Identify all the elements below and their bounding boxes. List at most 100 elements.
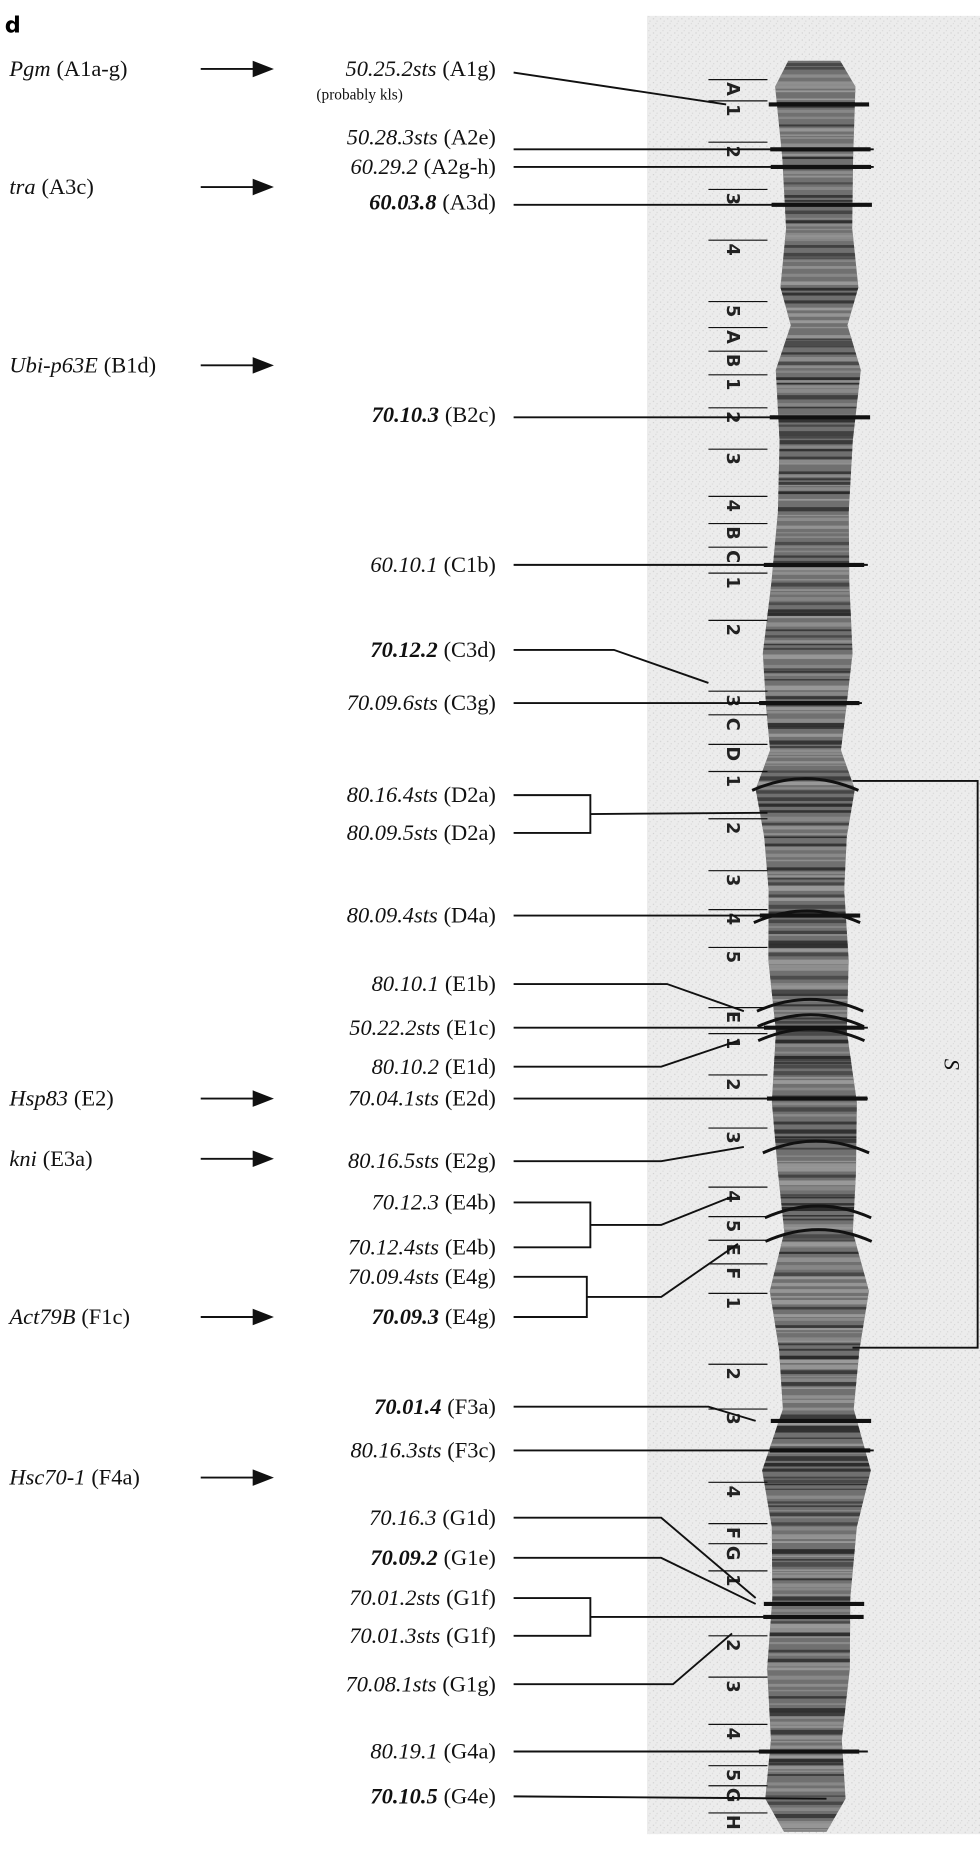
probe-label: 50.28.3sts(A2e) (347, 125, 496, 150)
probe-band: (G4a) (444, 1739, 496, 1764)
division-label: 2 (722, 1368, 742, 1380)
probe-label: 50.25.2sts(A1g) (345, 56, 495, 81)
probe-band: (A2e) (444, 125, 496, 150)
probe-label: 70.01.3sts(G1f) (349, 1623, 496, 1648)
probe-band: (E1c) (446, 1015, 496, 1040)
probe-name: 70.09.2 (370, 1545, 437, 1570)
probe-band: (E4g) (445, 1304, 496, 1329)
probe-band: (C3g) (444, 690, 496, 715)
division-label: C (722, 718, 742, 731)
division-label: E (722, 1244, 742, 1256)
probe-name: 70.01.3sts (349, 1623, 440, 1648)
probe-label: 50.22.2sts(E1c) (349, 1015, 496, 1040)
panel-label: d (5, 12, 21, 38)
division-label: 4 (722, 1728, 742, 1740)
probe-label: 60.03.8(A3d) (369, 189, 496, 214)
probe-leader (590, 813, 767, 814)
probe-label: 70.09.6sts(C3g) (347, 690, 496, 715)
probe-band: (G1f) (446, 1623, 496, 1648)
probe-name: 70.10.5 (370, 1783, 437, 1808)
division-label: 3 (722, 694, 742, 706)
division-label: 1 (722, 104, 742, 116)
probe-name: 70.09.4sts (348, 1264, 439, 1289)
probe-band: (A3d) (442, 189, 496, 214)
probe-label: 70.10.5 (G4e) (370, 1783, 495, 1808)
gene-label: kni (E3a) (9, 1146, 92, 1171)
probe-label: 70.04.1sts(E2d) (348, 1086, 496, 1111)
probe-band: (D2a) (444, 820, 496, 845)
probe-band: (E4g) (445, 1264, 496, 1289)
probe-bracket (514, 1277, 587, 1317)
division-label: 4 (722, 1190, 742, 1202)
gene-name: Hsc70-1 (8, 1465, 85, 1490)
probe-band: (G1f) (446, 1585, 496, 1610)
gene-label: Ubi-p63E(B1d) (9, 352, 156, 377)
division-label: 2 (722, 1639, 742, 1651)
probe-name: 50.22.2sts (349, 1015, 440, 1040)
probe-name: 70.10.3 (372, 402, 439, 427)
division-label: 1 (722, 378, 742, 390)
division-label: 2 (722, 624, 742, 636)
probe-name: 70.12.4sts (348, 1234, 439, 1259)
division-label: B (722, 526, 742, 539)
probe-label: 80.10.2(E1d) (372, 1054, 496, 1079)
gene-band: (E2) (74, 1086, 114, 1111)
probe-bracket (514, 1202, 591, 1247)
probe-band: (G1e) (444, 1545, 496, 1570)
probe-band: (G1d) (442, 1505, 496, 1530)
gene-band: (E3a) (43, 1146, 93, 1171)
division-label: 5 (722, 305, 742, 317)
probe-label: 70.01.2sts(G1f) (349, 1585, 496, 1610)
probe-label: 70.09.3(E4g) (372, 1304, 496, 1329)
probe-name: 70.09.3 (372, 1304, 439, 1329)
division-label: H (722, 1815, 742, 1830)
probe-label: 80.10.1(E1b) (372, 971, 496, 996)
probe-name: 60.10.1 (370, 552, 437, 577)
division-label: 5 (722, 1769, 742, 1781)
division-label: 5 (722, 951, 742, 963)
division-label: 5 (722, 1220, 742, 1232)
division-label: B (722, 354, 742, 367)
probe-label: 80.09.5sts(D2a) (347, 820, 496, 845)
probe-bracket (514, 1598, 591, 1636)
section-label: S (940, 1059, 965, 1070)
probe-name: 70.12.3 (372, 1190, 439, 1215)
probe-label: 70.09.4sts(E4g) (348, 1264, 496, 1289)
probe-label: 70.12.4sts(E4b) (348, 1234, 496, 1259)
gene-name: kni (9, 1146, 36, 1171)
probe-name: 80.19.1 (370, 1739, 437, 1764)
gene-band: (A1a-g) (56, 56, 127, 81)
gene-name: Hsp83 (8, 1086, 68, 1111)
probe-label: 80.16.4sts(D2a) (347, 782, 496, 807)
gene-name: Act79B (7, 1304, 75, 1329)
probe-band: (E1b) (445, 971, 496, 996)
gene-label: tra(A3c) (9, 174, 93, 199)
division-label: 2 (722, 822, 742, 834)
probe-label: 80.16.5sts(E2g) (348, 1148, 496, 1173)
gene-band: (F4a) (91, 1465, 140, 1490)
chromosome-map-figure: A12345AB1234BC123CD12345E12345EF1234FG12… (0, 0, 980, 1850)
division-label: F (722, 1527, 742, 1539)
probe-band: (C3d) (444, 637, 496, 662)
probe-label: 70.08.1sts(G1g) (345, 1671, 495, 1696)
division-label: 1 (722, 576, 742, 588)
probe-label: 70.12.3(E4b) (372, 1190, 496, 1215)
gene-band: (A3c) (42, 174, 94, 199)
division-label: A (722, 330, 742, 344)
division-label: 1 (722, 775, 742, 787)
probe-band: (C1b) (444, 552, 496, 577)
gene-band: (F1c) (81, 1304, 130, 1329)
probe-band: (F3c) (447, 1438, 496, 1463)
division-label: 3 (722, 1131, 742, 1143)
probe-band: (E2g) (445, 1148, 496, 1173)
probe-label: 70.09.2 (G1e) (370, 1545, 495, 1570)
probe-label: 60.10.1 (C1b) (370, 552, 495, 577)
probe-name: 80.16.5sts (348, 1148, 439, 1173)
probe-band: (G4e) (444, 1783, 496, 1808)
division-label: 2 (722, 1078, 742, 1090)
arrow-head (253, 1469, 274, 1486)
gene-label: Pgm(A1a-g) (8, 56, 127, 81)
probe-band: (F3a) (447, 1394, 496, 1419)
division-label: 1 (722, 1297, 742, 1309)
division-label: 3 (722, 452, 742, 464)
